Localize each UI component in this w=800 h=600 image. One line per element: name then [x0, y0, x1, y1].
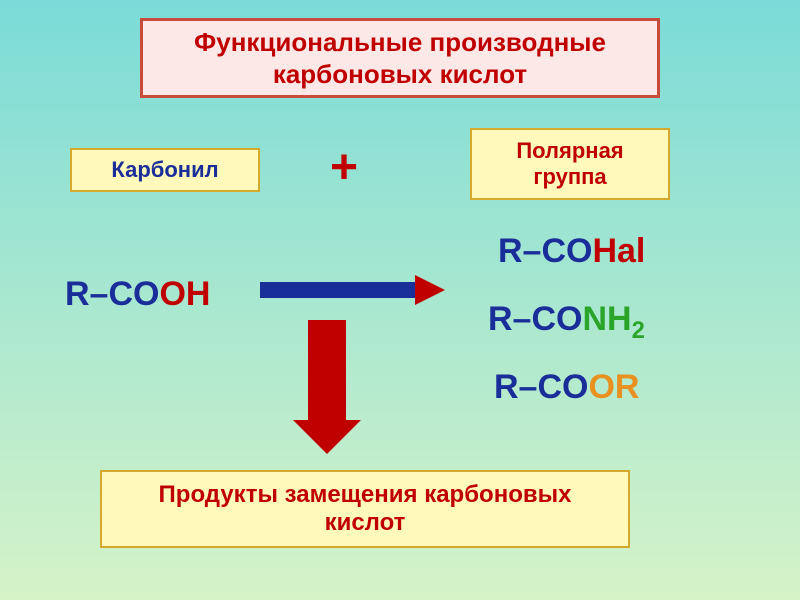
arrow-right-body [260, 282, 415, 298]
formula-rcooh: R–COOH [65, 275, 210, 314]
rcoor-r: R–CO [494, 368, 588, 406]
formula-rcohal: R–COHal [498, 232, 645, 271]
polar-line1: Полярная [516, 138, 623, 164]
polar-group-label: Полярная группа [470, 128, 670, 200]
bottom-label: Продукты замещения карбоновых кислот [100, 470, 630, 548]
rconh2-nh: NH2 [582, 300, 644, 338]
title-box: Функциональные производные карбоновых ки… [140, 18, 660, 98]
rcooh-oh: OH [159, 275, 210, 313]
bottom-line2: кислот [325, 509, 406, 537]
rconh2-r: R–CO [488, 300, 582, 338]
polar-line2: группа [533, 164, 606, 190]
title-line1: Функциональные производные [194, 26, 606, 59]
arrow-right-head [415, 275, 445, 305]
formula-rcoor: R–COOR [494, 368, 639, 407]
rcohal-hal: Hal [592, 232, 645, 270]
rcooh-r: R–CO [65, 275, 159, 313]
formula-rconh2: R–CONH2 [488, 300, 645, 345]
carbonyl-text: Карбонил [111, 157, 218, 183]
plus-sign: + [330, 140, 358, 195]
carbonyl-label: Карбонил [70, 148, 260, 192]
title-line2: карбоновых кислот [273, 58, 527, 91]
bottom-line1: Продукты замещения карбоновых [159, 481, 572, 509]
arrow-down-body [308, 320, 346, 420]
rcohal-r: R–CO [498, 232, 592, 270]
arrow-down-head [293, 420, 361, 454]
rcoor-or: OR [588, 368, 639, 406]
